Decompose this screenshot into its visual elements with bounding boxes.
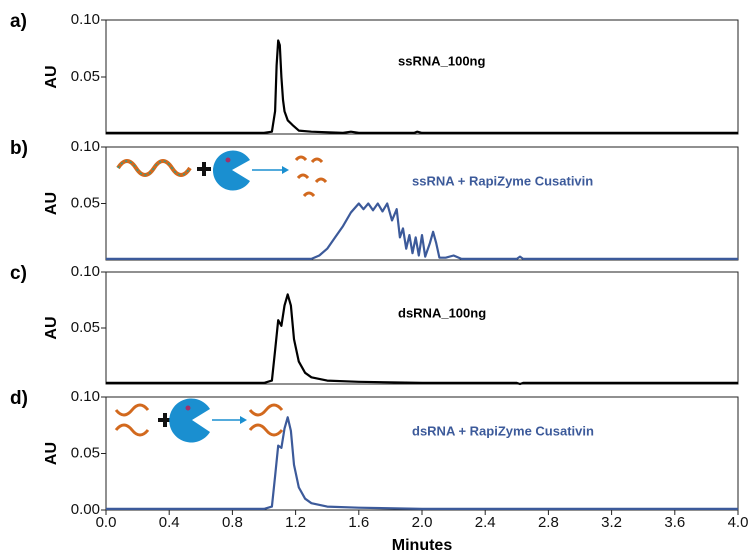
y-tick-label: 0.10 <box>71 263 100 280</box>
y-tick-label: 0.05 <box>71 319 100 336</box>
x-tick-label: 3.2 <box>601 514 622 531</box>
fragments <box>294 155 328 198</box>
panel-label: c) <box>10 263 27 284</box>
panel-label: a) <box>10 11 27 32</box>
y-tick-label: 0.05 <box>71 68 100 85</box>
x-tick-label: 1.6 <box>348 514 369 531</box>
y-axis-label: AU <box>43 316 60 339</box>
x-tick-label: 0.8 <box>222 514 243 531</box>
x-tick-label: 4.0 <box>728 514 749 531</box>
annotation: dsRNA_100ng <box>398 305 486 320</box>
x-tick-label: 1.2 <box>285 514 306 531</box>
annotation: dsRNA + RapiZyme Cusativin <box>412 423 594 438</box>
arrow-head <box>282 166 289 174</box>
enzyme <box>212 150 250 191</box>
trace <box>106 202 738 260</box>
x-tick-label: 2.8 <box>538 514 559 531</box>
y-tick-label: 0.10 <box>71 138 100 155</box>
x-axis-label: Minutes <box>392 537 453 554</box>
y-axis-label: AU <box>43 65 60 88</box>
trace <box>106 293 738 386</box>
y-tick-label: 0.05 <box>71 194 100 211</box>
x-tick-label: 0.4 <box>159 514 180 531</box>
enzyme-eye <box>225 157 231 163</box>
plus <box>202 162 206 176</box>
annotation: ssRNA_100ng <box>398 53 485 68</box>
annotation: ssRNA + RapiZyme Cusativin <box>412 173 593 188</box>
x-tick-label: 2.4 <box>475 514 496 531</box>
rna-bases <box>117 160 191 176</box>
plot-frame <box>105 19 739 135</box>
y-axis-label: AU <box>43 192 60 215</box>
enzyme <box>169 398 210 443</box>
trace <box>106 39 738 134</box>
y-tick-label: 0.10 <box>71 11 100 28</box>
dna-helix <box>248 403 284 437</box>
panel-label: d) <box>10 388 28 409</box>
x-tick-label: 3.6 <box>664 514 685 531</box>
panel-label: b) <box>10 138 28 159</box>
y-tick-label: 0.10 <box>71 388 100 405</box>
x-tick-label: 0.0 <box>96 514 117 531</box>
trace <box>106 416 738 510</box>
plot-frame <box>105 146 739 261</box>
plus <box>163 413 167 427</box>
inset-dsrna <box>114 398 284 443</box>
inset-ssrna <box>116 150 328 198</box>
arrow-head <box>240 416 247 424</box>
y-tick-label: 0.00 <box>71 501 100 518</box>
plot-frame <box>105 271 739 385</box>
dna-helix <box>114 403 150 437</box>
x-tick-label: 2.0 <box>412 514 433 531</box>
y-tick-label: 0.05 <box>71 444 100 461</box>
y-axis-label: AU <box>43 442 60 465</box>
enzyme-eye <box>185 405 191 411</box>
